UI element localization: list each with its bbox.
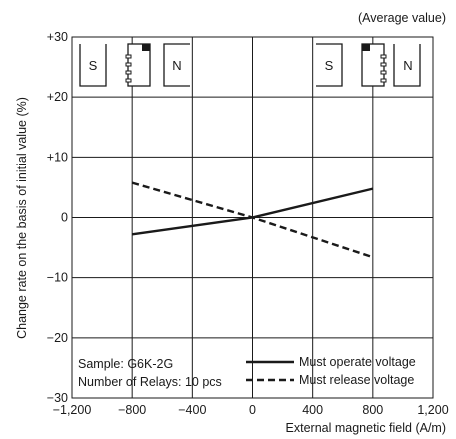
y-axis-title: Change rate on the basis of initial valu… (15, 97, 29, 339)
y-tick-label: +30 (47, 30, 68, 44)
x-tick-label: 1,200 (417, 403, 448, 417)
right-relay-marker (362, 44, 370, 51)
series-line-must-release (131, 181, 374, 259)
magnet-diagram-left: S N (79, 43, 190, 87)
left-relay-marker (142, 44, 150, 51)
sample-annotation: Sample: G6K-2G (78, 357, 173, 371)
x-tick-label: 400 (302, 403, 323, 417)
x-tick-label: 0 (249, 403, 256, 417)
y-tick-label: −10 (47, 271, 68, 285)
x-tick-labels: −1,200 −800 −400 0 400 800 1,200 (53, 403, 449, 417)
plot-frame (71, 36, 434, 399)
left-relay-pins (125, 54, 132, 83)
data-series (131, 181, 374, 259)
y-tick-label: −30 (47, 391, 68, 405)
y-tick-label: +20 (47, 90, 68, 104)
y-tick-label: −20 (47, 331, 68, 345)
x-axis-title: External magnetic field (A/m) (286, 421, 446, 435)
legend-release-label: Must release voltage (299, 373, 414, 387)
right-magnet-s-bracket (316, 43, 343, 87)
right-magnet-n-bracket (393, 44, 421, 87)
left-magnet-n-bracket (163, 43, 190, 87)
right-magnet-n-label: N (403, 58, 412, 73)
y-tick-labels: −30 −20 −10 0 +10 +20 +30 (47, 30, 68, 405)
relays-annotation: Number of Relays: 10 pcs (78, 375, 222, 389)
magnet-diagram-right: S N (316, 43, 421, 87)
x-tick-label: −800 (118, 403, 146, 417)
legend: Must operate voltage Must release voltag… (246, 355, 416, 387)
left-magnet-n-label: N (172, 58, 181, 73)
right-relay-pins (380, 54, 387, 83)
y-tick-label: 0 (61, 211, 68, 225)
gridlines (72, 37, 433, 398)
x-tick-label: −400 (178, 403, 206, 417)
average-value-note: (Average value) (358, 11, 446, 25)
x-tick-label: 800 (362, 403, 383, 417)
right-magnet-s-label: S (325, 58, 334, 73)
x-tick-label: −1,200 (53, 403, 92, 417)
y-tick-label: +10 (47, 150, 68, 164)
legend-operate-label: Must operate voltage (299, 355, 416, 369)
left-magnet-s-bracket (79, 44, 107, 87)
left-magnet-s-label: S (89, 58, 98, 73)
